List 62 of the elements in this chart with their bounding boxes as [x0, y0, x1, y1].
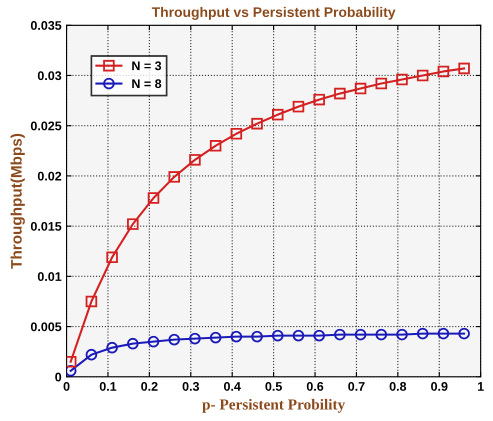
point [438, 328, 450, 340]
point [106, 342, 118, 354]
point [458, 328, 470, 340]
point [230, 330, 242, 342]
point [396, 74, 408, 86]
point [272, 330, 284, 342]
point [354, 328, 366, 340]
y-tick-label: 0.02 [38, 172, 62, 181]
point [376, 78, 388, 90]
point [292, 100, 304, 112]
chart-title: Throughput vs Persistent Probability [152, 6, 396, 20]
x-tick-label: 0.6 [306, 382, 324, 391]
x-axis-title: p- Persistent Probility [202, 398, 346, 413]
x-tick-label: 0.2 [141, 382, 158, 391]
point [86, 296, 98, 308]
x-tick-label: 0.3 [182, 382, 200, 391]
y-tick-label: 0.025 [30, 122, 62, 130]
point [292, 330, 304, 342]
y-tick-label: 0.03 [38, 71, 62, 80]
point [86, 348, 98, 360]
y-tick-label: 0 [55, 372, 62, 382]
point [148, 336, 160, 348]
x-tick-label: 0 [64, 382, 70, 391]
point [396, 328, 408, 340]
point [251, 330, 263, 342]
legend-label: N = 8 [132, 79, 162, 88]
point [416, 328, 428, 340]
x-tick-label: 0.7 [348, 382, 365, 391]
point [210, 140, 222, 152]
y-tick-label: 0.005 [30, 322, 62, 332]
legend-label: N = 3 [132, 61, 162, 70]
x-tick-label: 1 [478, 382, 484, 391]
y-tick-label: 0.01 [38, 272, 62, 282]
x-tick-label: 0.1 [100, 382, 116, 391]
point [168, 334, 180, 346]
point [334, 328, 346, 340]
point [458, 62, 470, 74]
point [376, 328, 388, 340]
point [148, 192, 160, 204]
point [168, 171, 180, 183]
point [127, 338, 139, 350]
y-tick-label: 0.015 [30, 222, 62, 231]
y-axis-title: Throughput(Mbps) [10, 134, 25, 269]
point [106, 252, 118, 264]
point [210, 332, 222, 344]
x-tick-label: 0.8 [390, 382, 406, 391]
point [127, 218, 139, 230]
point [334, 88, 346, 100]
y-tick-label: 0.035 [30, 21, 62, 30]
point [251, 118, 263, 130]
point [230, 128, 242, 140]
point [438, 66, 450, 78]
x-tick-label: 0.4 [224, 382, 241, 391]
point [313, 330, 325, 342]
point [189, 154, 201, 166]
point [416, 70, 428, 82]
point [189, 332, 201, 344]
point [313, 94, 325, 106]
point [272, 108, 284, 120]
x-tick-label: 0.5 [265, 382, 282, 391]
x-tick-label: 0.9 [431, 382, 448, 391]
point [354, 82, 366, 94]
